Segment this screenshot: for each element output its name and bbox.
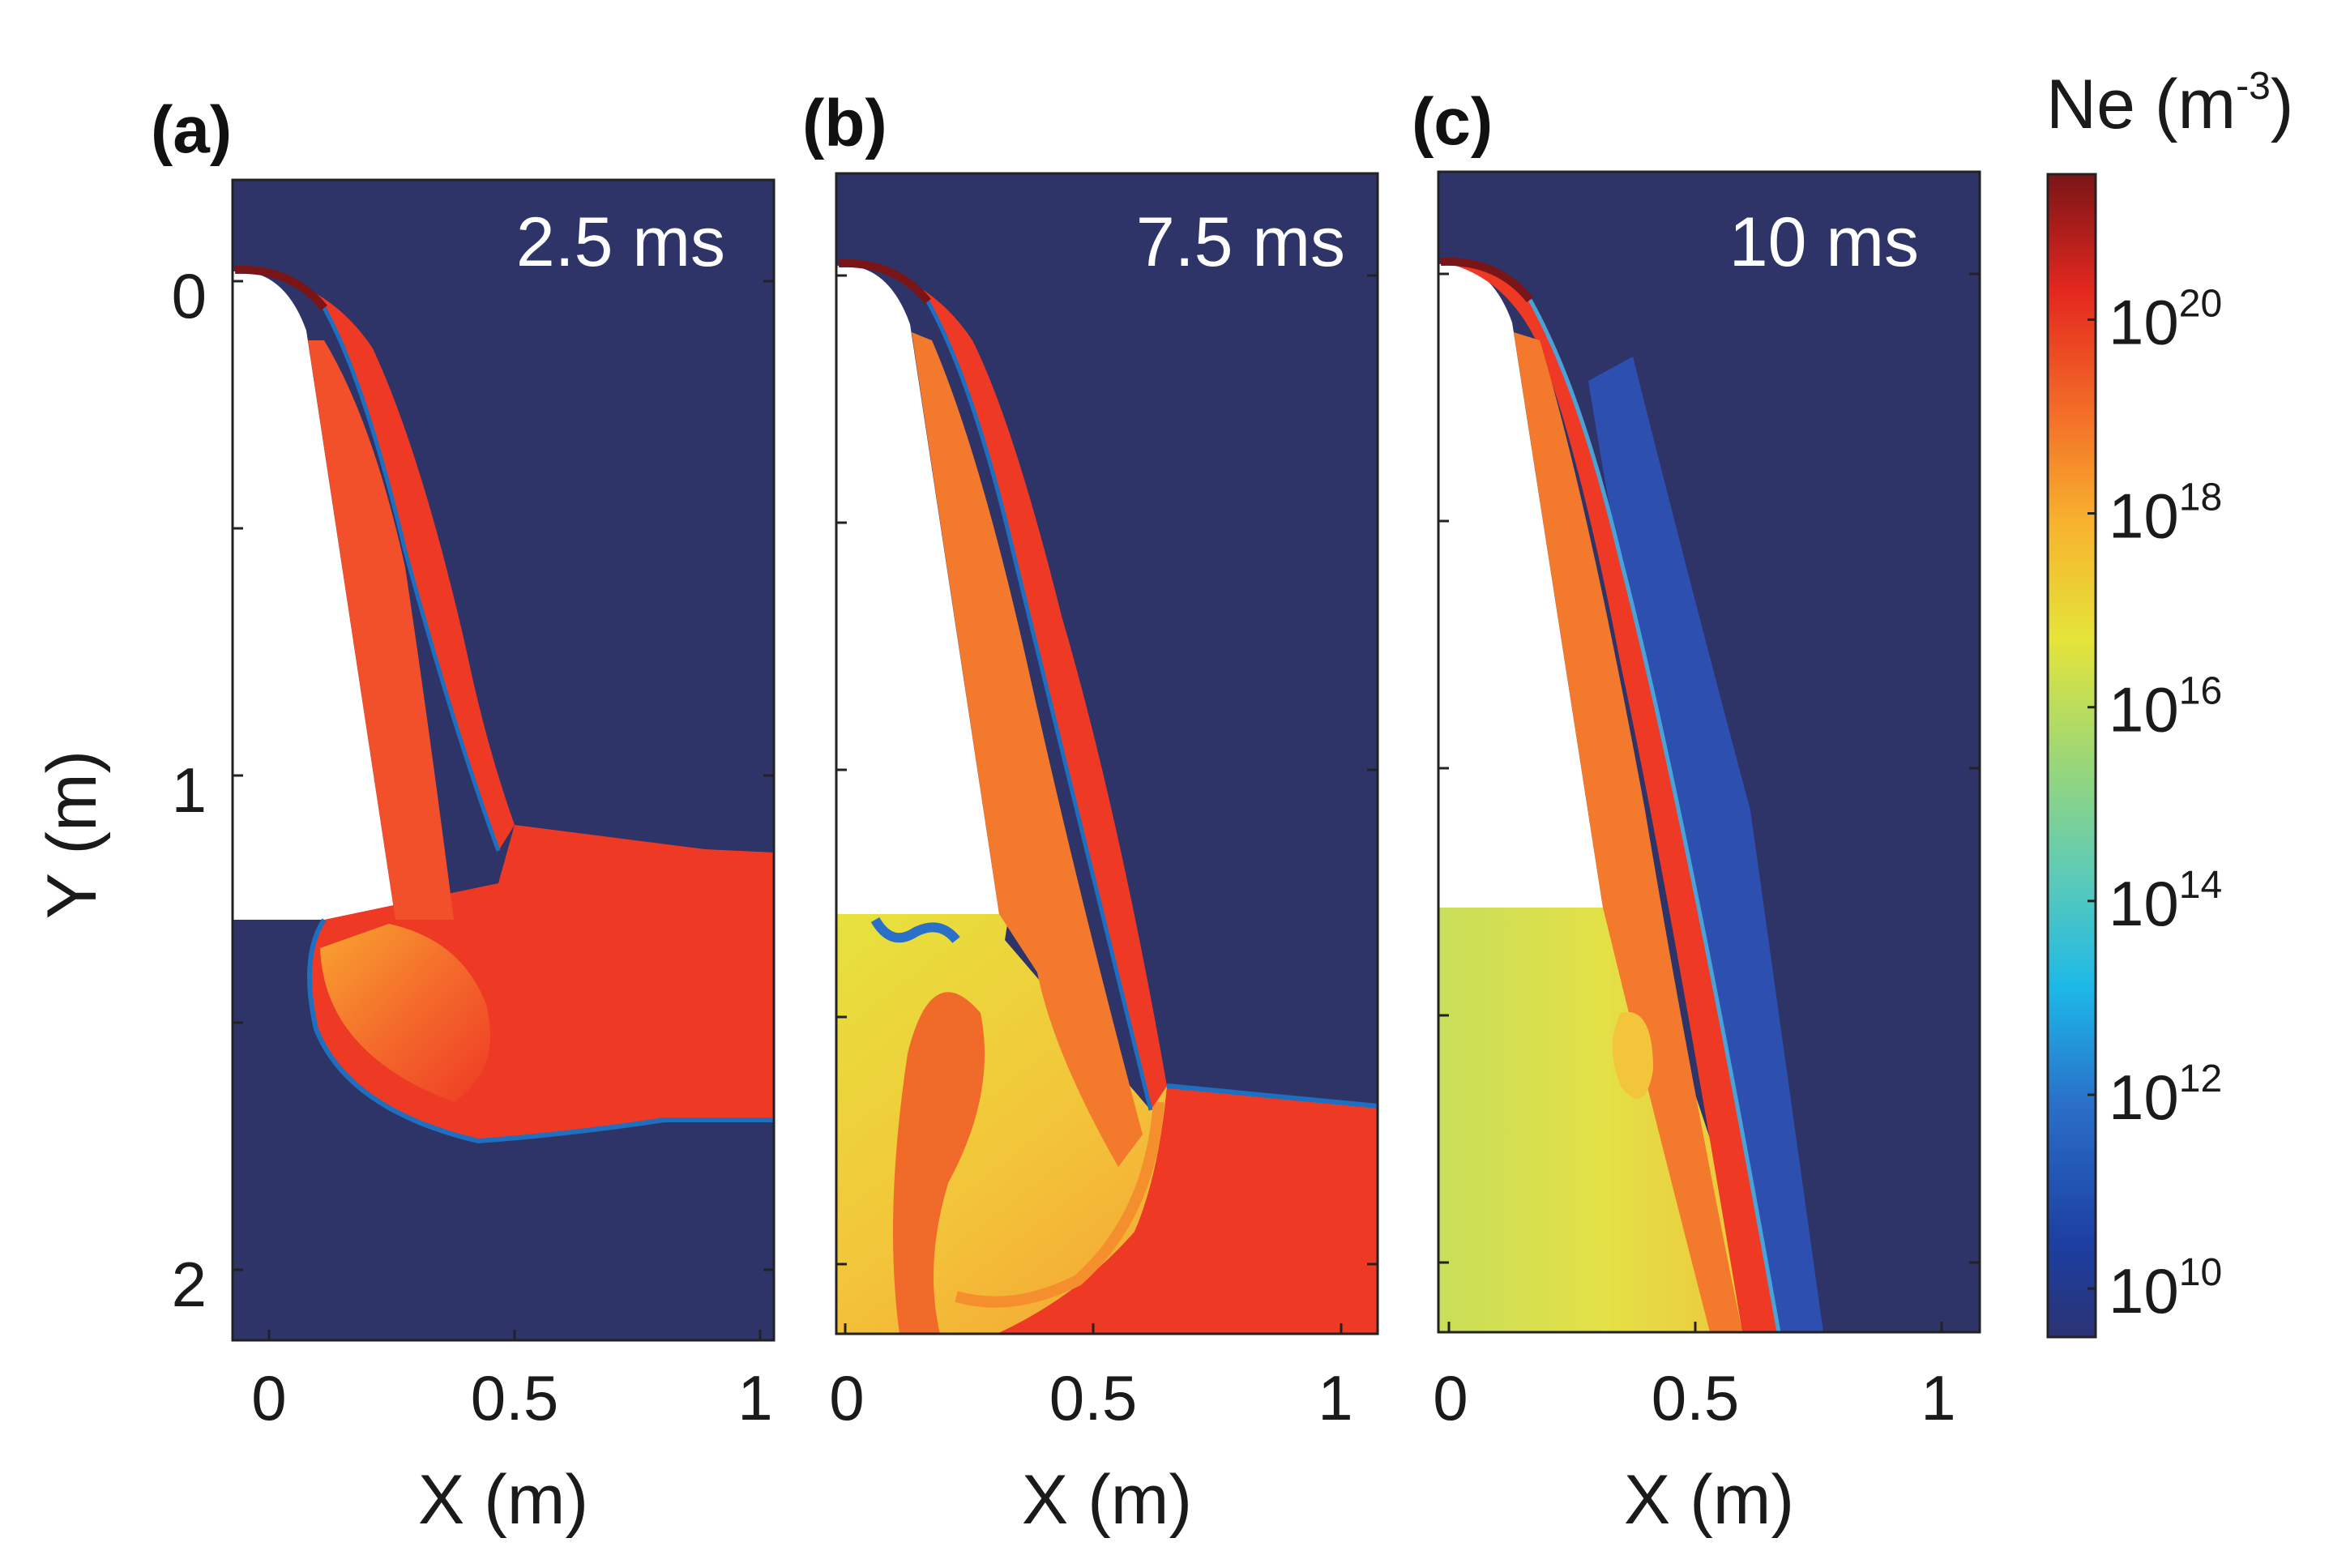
colorbar-title-exp: -3	[2236, 65, 2271, 108]
x-tick-label: 0.5	[1049, 1362, 1137, 1433]
x-tick-label: 1	[1921, 1362, 1955, 1433]
panel-a-wall-surface	[234, 265, 327, 311]
y-tick-label: 0	[172, 260, 207, 331]
colorbar-tick-label: 1012	[2109, 1057, 2222, 1133]
panel-b-streak	[893, 992, 985, 1334]
panel-a-jet-inner	[308, 340, 454, 920]
x-tick-label: 0	[1433, 1362, 1468, 1433]
colorbar-tick-label: 1010	[2109, 1251, 2222, 1327]
panel-c-xlabel: X (m)	[1624, 1461, 1794, 1539]
colorbar-title-base: Ne (m	[2046, 66, 2236, 143]
panel-c-yellow-streak	[1613, 1011, 1653, 1099]
panel-a-xlabel: X (m)	[418, 1461, 588, 1539]
panel-c-time: 10 ms	[1729, 203, 1919, 281]
colorbar-title-end: )	[2271, 66, 2294, 143]
colorbar-tick-label: 1020	[2109, 282, 2222, 357]
x-tick-label: 0.5	[1652, 1362, 1739, 1433]
colorbar-title: Ne (m-3)	[2046, 65, 2293, 143]
panel-c-frame	[1437, 170, 1981, 1334]
panel-a-wall-region	[233, 271, 395, 920]
panel-c-wall-surface	[1440, 257, 1533, 303]
panel-c-blue-sheath	[1588, 357, 1823, 1332]
panel-c-jet	[1441, 261, 1779, 1332]
y-tick-label: 1	[172, 754, 207, 826]
panel-c-jet-edge	[1528, 298, 1781, 1332]
panel-b-wall-region	[836, 265, 999, 915]
panel-c-wall-region	[1438, 263, 1603, 908]
panel-c-jet-inner	[1514, 332, 1742, 1332]
x-tick-label: 0.5	[471, 1362, 558, 1433]
panel-b: (b) 7.5 ms 0 0.5 1 X (m)	[802, 87, 1379, 1539]
x-tick-label: 0	[829, 1362, 864, 1433]
x-tick-label: 0	[251, 1362, 286, 1433]
colorbar: Ne (m-3) 1020 1018 1016 1014 1012 1010	[2046, 65, 2293, 1339]
y-tick-label: 2	[172, 1249, 207, 1320]
panel-b-jet	[839, 263, 1167, 1110]
colorbar-tick-label: 1018	[2109, 476, 2222, 552]
panel-b-xlabel: X (m)	[1022, 1461, 1192, 1539]
colorbar-scale	[2046, 173, 2097, 1339]
panel-b-frame	[835, 172, 1379, 1335]
panel-b-time: 7.5 ms	[1136, 203, 1345, 281]
panel-b-wall-surface	[838, 258, 931, 305]
x-tick-label: 1	[1318, 1362, 1352, 1433]
panel-c: (c) 10 ms 0 0.5 1 X (m)	[1412, 85, 1981, 1539]
x-tick-label: 1	[737, 1362, 772, 1433]
panel-a-edge	[307, 918, 774, 1144]
panel-c-label: (c)	[1412, 85, 1493, 159]
y-axis-label: Y (m)	[33, 750, 111, 920]
panel-b-label: (b)	[802, 87, 887, 160]
panel-a-label: (a)	[151, 93, 232, 167]
panel-a-time: 2.5 ms	[516, 203, 725, 281]
panel-b-edge-curve	[955, 1101, 1164, 1308]
panel-a-frame	[231, 178, 776, 1342]
panel-a-jet	[235, 269, 515, 851]
colorbar-tick-label: 1014	[2109, 864, 2222, 939]
panel-a-mixing-region	[320, 924, 490, 1102]
panel-a-jet-edge	[322, 306, 501, 852]
colorbar-tick-label: 1016	[2109, 670, 2222, 746]
panel-a: (a) 2.5 ms 0 1 2 0 0.5 1 X (m) Y (m)	[33, 93, 776, 1539]
panel-b-jet-inner	[912, 332, 1143, 1167]
panel-b-edge	[1166, 1083, 1378, 1109]
panel-b-red-flow	[997, 1086, 1378, 1334]
panel-b-jet-edge	[925, 300, 1153, 1111]
panel-b-blue-feature	[870, 916, 960, 944]
